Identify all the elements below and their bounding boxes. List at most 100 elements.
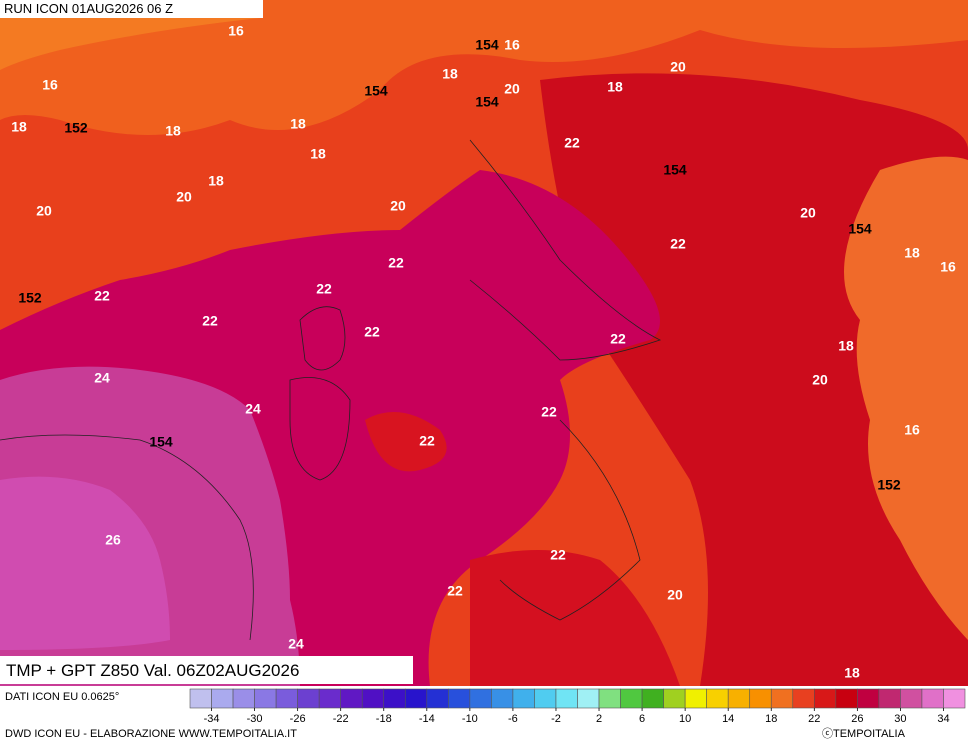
colorbar-swatch bbox=[943, 688, 966, 709]
colorbar-swatch bbox=[254, 688, 277, 709]
temperature-label: 18 bbox=[904, 245, 920, 261]
colorbar-swatch bbox=[512, 688, 535, 709]
colorbar-swatch bbox=[469, 688, 492, 709]
temperature-label: 24 bbox=[288, 636, 304, 652]
colorbar-tick-label: -26 bbox=[290, 713, 306, 725]
geopotential-label: 152 bbox=[18, 290, 42, 306]
temperature-label: 20 bbox=[800, 205, 816, 221]
temperature-label: 22 bbox=[94, 288, 110, 304]
title-box bbox=[0, 656, 413, 684]
colorbar-swatch bbox=[921, 688, 944, 709]
temperature-label: 20 bbox=[36, 203, 52, 219]
colorbar-swatch bbox=[340, 688, 363, 709]
geopotential-label: 154 bbox=[364, 83, 388, 99]
colorbar-tick-label: 30 bbox=[894, 713, 906, 725]
temperature-label: 22 bbox=[316, 281, 332, 297]
colorbar-tick-label: -10 bbox=[462, 713, 478, 725]
geopotential-label: 154 bbox=[663, 162, 687, 178]
colorbar: -34 -30 -26 -22 -18 -14 -10 -6 -2 2 6 10 14 18 22 26 30 3… bbox=[189, 688, 966, 725]
colorbar-swatch bbox=[275, 688, 298, 709]
temperature-label: 22 bbox=[388, 255, 404, 271]
colorbar-swatch bbox=[534, 688, 557, 709]
colorbar-swatch bbox=[900, 688, 923, 709]
temperature-label: 20 bbox=[504, 81, 520, 97]
colorbar-swatch bbox=[857, 688, 880, 709]
geopotential-label: 154 bbox=[475, 37, 499, 53]
colorbar-swatch bbox=[706, 688, 729, 709]
header-box bbox=[0, 0, 263, 18]
map-background bbox=[0, 0, 968, 687]
temperature-label: 18 bbox=[310, 146, 326, 162]
temperature-label: 16 bbox=[940, 259, 956, 275]
colorbar-tick-label: -30 bbox=[247, 713, 263, 725]
colorbar-swatch bbox=[318, 688, 341, 709]
geopotential-label: 152 bbox=[64, 120, 88, 136]
map-title: TMP + GPT Z850 Val. 06Z02AUG2026 bbox=[6, 661, 299, 680]
colorbar-swatch bbox=[835, 688, 858, 709]
colorbar-tick-label: 22 bbox=[808, 713, 820, 725]
temperature-label: 18 bbox=[165, 123, 181, 139]
colorbar-tick-label: -18 bbox=[376, 713, 392, 725]
geopotential-label: 154 bbox=[475, 94, 499, 110]
geopotential-label: 154 bbox=[848, 221, 872, 237]
colorbar-swatch bbox=[814, 688, 837, 709]
run-label: RUN ICON 01AUG2026 06 Z bbox=[4, 1, 173, 16]
colorbar-swatch bbox=[878, 688, 901, 709]
temperature-label: 26 bbox=[105, 532, 121, 548]
colorbar-tick-label: -34 bbox=[204, 713, 220, 725]
temperature-label: 18 bbox=[208, 173, 224, 189]
colorbar-swatch bbox=[383, 688, 406, 709]
colorbar-swatch bbox=[792, 688, 815, 709]
colorbar-tick-label: 18 bbox=[765, 713, 777, 725]
colorbar-tick-label: 10 bbox=[679, 713, 691, 725]
colorbar-tick-label: -6 bbox=[508, 713, 518, 725]
colorbar-swatch bbox=[448, 688, 471, 709]
temperature-label: 20 bbox=[667, 587, 683, 603]
geopotential-label: 152 bbox=[877, 477, 901, 493]
temperature-label: 22 bbox=[419, 433, 435, 449]
colorbar-swatch bbox=[641, 688, 664, 709]
colorbar-tick-label: 26 bbox=[851, 713, 863, 725]
temperature-label: 20 bbox=[812, 372, 828, 388]
colorbar-swatch bbox=[297, 688, 320, 709]
temperature-label: 24 bbox=[245, 401, 261, 417]
temperature-label: 24 bbox=[94, 370, 110, 386]
temperature-label: 18 bbox=[844, 665, 860, 681]
colorbar-tick-label: -14 bbox=[419, 713, 435, 725]
temperature-label: 22 bbox=[550, 547, 566, 563]
colorbar-swatch bbox=[361, 688, 385, 709]
temperature-label: 16 bbox=[228, 23, 244, 39]
temperature-label: 22 bbox=[670, 236, 686, 252]
temperature-label: 22 bbox=[447, 583, 463, 599]
colorbar-swatch bbox=[232, 688, 255, 709]
copyright-label: ⓒTEMPOITALIA bbox=[822, 727, 906, 740]
colorbar-swatch bbox=[684, 688, 707, 709]
colorbar-swatch bbox=[727, 688, 751, 709]
temperature-label: 22 bbox=[610, 331, 626, 347]
colorbar-swatch bbox=[189, 688, 212, 709]
temperature-label: 20 bbox=[176, 189, 192, 205]
coastlines bbox=[0, 139, 662, 641]
temperature-label: 20 bbox=[670, 59, 686, 75]
temperature-label: 18 bbox=[11, 119, 27, 135]
colorbar-swatch bbox=[663, 688, 686, 709]
colorbar-tick-label: 14 bbox=[722, 713, 734, 725]
colorbar-swatch bbox=[555, 688, 578, 709]
colorbar-swatch bbox=[770, 688, 794, 709]
temperature-label: 18 bbox=[607, 79, 623, 95]
colorbar-swatch bbox=[211, 688, 234, 709]
geopotential-label: 154 bbox=[149, 434, 173, 450]
colorbar-tick-label: -22 bbox=[333, 713, 349, 725]
colorbar-swatch bbox=[620, 688, 643, 709]
colorbar-swatch bbox=[577, 688, 600, 709]
temperature-label: 22 bbox=[202, 313, 218, 329]
temperature-label: 22 bbox=[364, 324, 380, 340]
credit-label: DWD ICON EU - ELABORAZIONE WWW.TEMPOITAL… bbox=[5, 728, 297, 740]
temperature-label: 20 bbox=[390, 198, 406, 214]
colorbar-swatch bbox=[491, 688, 514, 709]
colorbar-swatch bbox=[426, 688, 449, 709]
colorbar-tick-label: 2 bbox=[596, 713, 602, 725]
colorbar-swatch bbox=[404, 688, 428, 709]
